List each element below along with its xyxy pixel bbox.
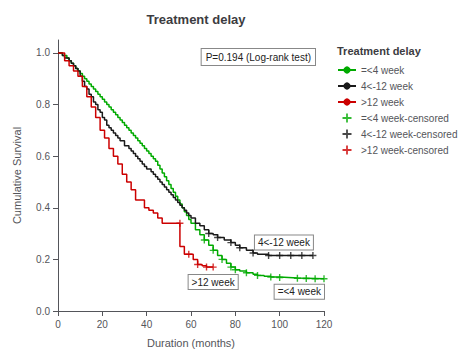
svg-text:4<-12 week: 4<-12 week (258, 237, 311, 248)
svg-text:100: 100 (271, 319, 288, 330)
svg-text:=<4 week: =<4 week (278, 286, 322, 297)
svg-text:0.2: 0.2 (36, 254, 50, 265)
svg-text:>12 week: >12 week (361, 97, 405, 108)
svg-text:1.0: 1.0 (36, 47, 50, 58)
svg-text:P=0.194 (Log-rank test): P=0.194 (Log-rank test) (206, 52, 311, 63)
svg-text:Treatment delay: Treatment delay (337, 45, 422, 57)
svg-text:4<-12 week-censored: 4<-12 week-censored (361, 129, 457, 140)
svg-text:40: 40 (141, 319, 153, 330)
svg-text:4<-12 week: 4<-12 week (361, 81, 414, 92)
svg-text:120: 120 (316, 319, 333, 330)
svg-text:Duration (months): Duration (months) (147, 337, 235, 349)
svg-text:Cumulative Survival: Cumulative Survival (11, 127, 23, 224)
svg-text:>12 week-censored: >12 week-censored (361, 145, 449, 156)
svg-text:Treatment delay: Treatment delay (147, 12, 247, 27)
svg-text:80: 80 (230, 319, 242, 330)
svg-text:0.4: 0.4 (36, 202, 50, 213)
svg-text:0.6: 0.6 (36, 151, 50, 162)
svg-text:>12 week: >12 week (192, 277, 236, 288)
svg-text:0.8: 0.8 (36, 99, 50, 110)
svg-text:60: 60 (185, 319, 197, 330)
svg-text:0.0: 0.0 (36, 306, 50, 317)
svg-text:20: 20 (97, 319, 109, 330)
svg-text:=<4 week: =<4 week (361, 65, 405, 76)
svg-text:=<4 week-censored: =<4 week-censored (361, 113, 449, 124)
svg-text:0: 0 (55, 319, 61, 330)
